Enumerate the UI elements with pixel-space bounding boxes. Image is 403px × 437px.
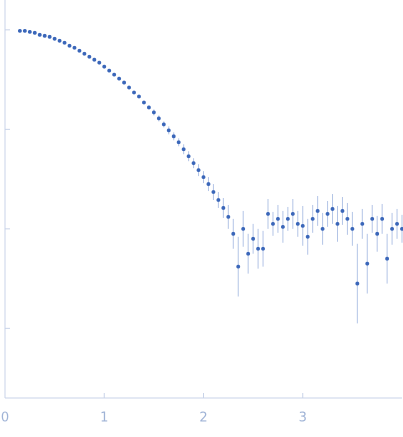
point — [97, 60, 102, 65]
point — [127, 85, 131, 90]
point — [211, 190, 216, 194]
point — [166, 128, 171, 133]
point — [27, 29, 32, 34]
point — [191, 161, 196, 166]
point — [315, 209, 320, 213]
point — [295, 221, 300, 226]
point — [77, 48, 82, 53]
point — [181, 147, 186, 152]
point — [365, 261, 370, 266]
point — [350, 226, 355, 231]
point — [186, 154, 191, 159]
point — [171, 134, 176, 139]
point — [196, 168, 201, 173]
point — [246, 251, 251, 256]
point — [117, 76, 122, 81]
point — [52, 36, 57, 41]
point — [122, 80, 126, 85]
x-tick-label: 0 — [1, 411, 9, 426]
point — [112, 72, 117, 77]
point — [231, 231, 236, 236]
point — [226, 215, 231, 219]
point — [266, 212, 270, 216]
point — [102, 64, 107, 69]
point — [375, 231, 380, 236]
point — [107, 68, 112, 73]
point — [132, 90, 136, 95]
point — [241, 226, 246, 231]
point — [206, 182, 211, 186]
point — [251, 236, 256, 241]
point — [345, 217, 350, 221]
point — [22, 28, 27, 33]
point — [161, 122, 166, 127]
point — [305, 234, 310, 239]
point — [290, 212, 295, 216]
point — [261, 246, 265, 251]
x-tick-label: 2 — [199, 411, 207, 426]
point — [82, 51, 87, 56]
point — [285, 217, 290, 221]
point — [72, 45, 77, 50]
point — [355, 281, 360, 286]
point — [62, 40, 67, 45]
point — [276, 217, 280, 221]
point — [325, 212, 330, 216]
point — [395, 221, 399, 226]
point — [156, 116, 161, 121]
point — [236, 264, 241, 269]
point — [370, 217, 375, 221]
point — [147, 105, 151, 110]
point — [340, 209, 345, 213]
point — [300, 223, 305, 228]
point — [256, 246, 260, 251]
point — [221, 206, 226, 210]
point — [142, 100, 146, 105]
point — [92, 57, 97, 62]
point — [320, 226, 325, 231]
x-tick-label: 1 — [100, 411, 108, 426]
point — [380, 217, 385, 221]
point — [385, 256, 390, 261]
point — [137, 94, 141, 99]
x-tick-label: 3 — [299, 411, 307, 426]
point — [390, 226, 394, 231]
point — [32, 30, 37, 35]
point — [176, 140, 181, 145]
point — [335, 221, 340, 226]
point — [216, 198, 221, 202]
point — [310, 217, 315, 221]
point — [37, 32, 42, 37]
point — [67, 43, 72, 48]
point — [87, 54, 92, 59]
point — [47, 34, 52, 39]
point — [201, 175, 206, 180]
point — [360, 221, 365, 226]
point — [57, 38, 62, 43]
point — [151, 110, 156, 115]
point — [330, 207, 335, 211]
point — [42, 33, 47, 38]
point — [281, 224, 285, 229]
point — [271, 221, 275, 226]
point — [400, 226, 403, 231]
point — [17, 28, 22, 33]
